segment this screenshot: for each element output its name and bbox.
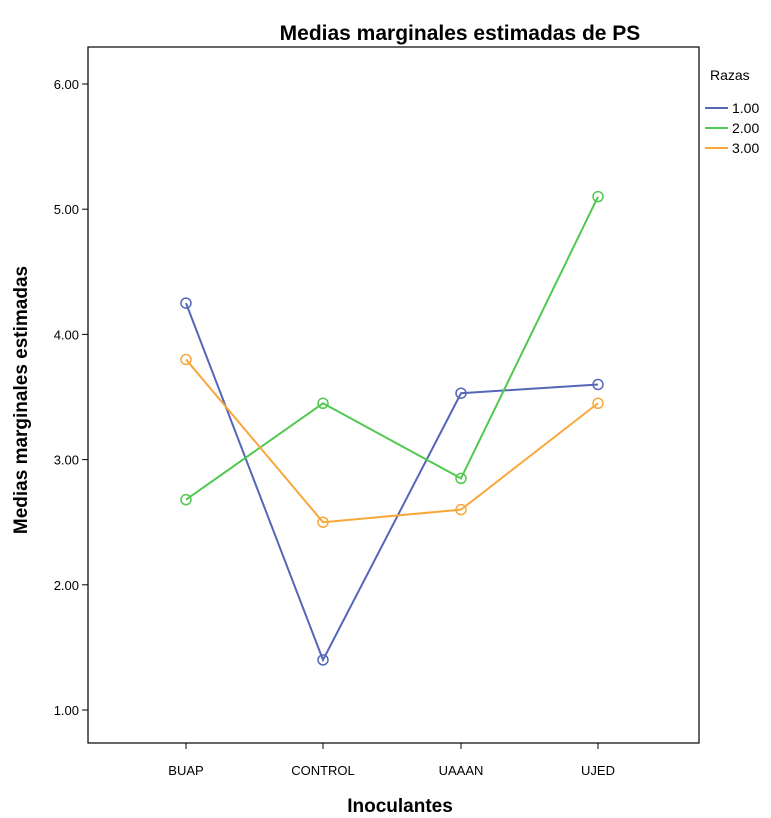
plot-area-frame xyxy=(87,46,700,744)
series-line xyxy=(185,302,599,663)
data-point xyxy=(180,297,192,309)
y-tick-label: 6.00 xyxy=(54,77,79,92)
data-point xyxy=(180,493,192,506)
y-tick-label: 3.00 xyxy=(54,453,79,468)
legend-label: 3.00 xyxy=(732,140,759,156)
data-point xyxy=(592,378,604,391)
series-line xyxy=(185,358,599,524)
y-axis-title: Medias marginales estimadas xyxy=(11,266,32,534)
chart-title: Medias marginales estimadas de PS xyxy=(280,22,641,45)
x-axis: BUAP CONTROL UAAAN UJED xyxy=(168,743,615,778)
legend: Razas 1.00 2.00 3.00 xyxy=(705,67,759,156)
y-tick-label: 2.00 xyxy=(54,578,79,593)
x-tick-label: UJED xyxy=(581,763,615,778)
y-axis: 1.00 2.00 3.00 4.00 5.00 6.00 xyxy=(54,77,88,718)
y-tick-label: 4.00 xyxy=(54,327,79,342)
x-axis-title: Inoculantes xyxy=(347,796,453,817)
series-line xyxy=(185,196,599,501)
y-tick-label: 5.00 xyxy=(54,202,79,217)
x-tick-label: UAAAN xyxy=(439,763,484,778)
data-point xyxy=(592,190,604,203)
data-point xyxy=(455,387,467,399)
data-point xyxy=(317,654,329,666)
data-point xyxy=(317,516,329,528)
x-tick-label: BUAP xyxy=(168,763,203,778)
data-point xyxy=(455,472,467,485)
series-layer xyxy=(180,190,604,666)
legend-label: 2.00 xyxy=(732,120,759,136)
legend-label: 1.00 xyxy=(732,100,759,116)
y-tick-label: 1.00 xyxy=(54,703,79,718)
series-1 xyxy=(180,297,604,666)
series-2 xyxy=(180,190,604,506)
x-tick-label: CONTROL xyxy=(291,763,355,778)
series-3 xyxy=(180,353,604,528)
data-point xyxy=(317,397,329,410)
legend-title: Razas xyxy=(710,67,750,83)
data-point xyxy=(455,503,467,516)
data-point xyxy=(180,353,192,366)
data-point xyxy=(592,397,604,410)
